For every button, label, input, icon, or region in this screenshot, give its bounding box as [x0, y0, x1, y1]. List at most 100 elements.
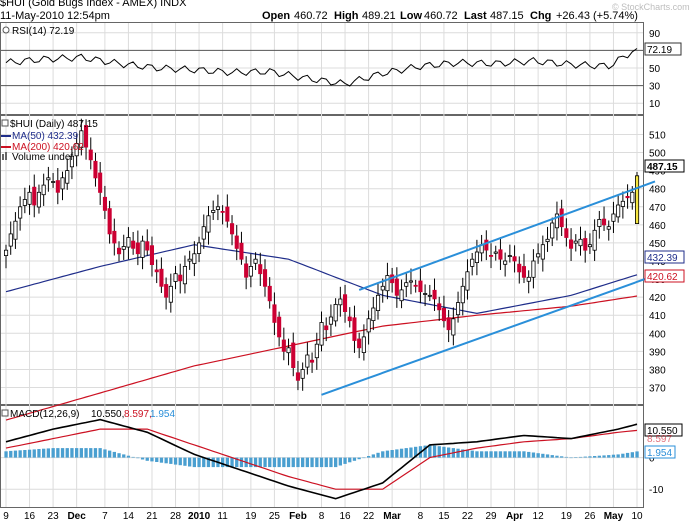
- candle-body: [192, 253, 197, 264]
- candle-body: [507, 255, 512, 258]
- ma200-value-label: 420.62: [647, 272, 678, 283]
- x-tick-label: 10: [631, 511, 643, 522]
- macd-histogram-bar: [324, 457, 328, 468]
- ma50-line: [5, 244, 638, 315]
- macd-histogram-bar: [32, 449, 36, 458]
- candle-body: [418, 280, 423, 293]
- macd-histogram-bar: [249, 457, 253, 468]
- channel-line: [358, 180, 656, 291]
- x-tick-label: 29: [485, 511, 497, 522]
- macd-histogram-bar: [291, 457, 295, 468]
- candle-body: [4, 249, 9, 256]
- rsi-value-tag: 72.19: [644, 42, 682, 56]
- macd-histogram-bar: [545, 454, 550, 458]
- price-tick-label: 500: [649, 149, 666, 160]
- chart-date: 11-May-2010 12:54pm: [0, 10, 110, 22]
- macd-histogram-bar: [98, 448, 102, 458]
- candle-body: [300, 369, 305, 379]
- macd-histogram-bar: [263, 457, 267, 468]
- candle-body: [583, 238, 588, 251]
- candle-body: [554, 213, 559, 229]
- macd-histogram-bar: [343, 457, 347, 464]
- macd-histogram-bar: [512, 451, 517, 458]
- price-tick-label: 370: [649, 384, 666, 395]
- candle-body: [65, 170, 70, 184]
- macd-legend-macd: 10.550,: [91, 409, 124, 420]
- candle-body: [399, 289, 404, 302]
- macd-histogram-bar: [84, 448, 88, 458]
- macd-histogram-bar: [108, 450, 112, 458]
- candle-body: [248, 265, 253, 277]
- macd-histogram-bar: [437, 446, 441, 458]
- candle-body: [164, 284, 169, 298]
- macd-histogram-bar: [338, 457, 342, 466]
- x-tick-label: 28: [170, 511, 182, 522]
- candle-body: [32, 186, 37, 206]
- candle-body: [441, 307, 446, 322]
- macd-histogram-bar: [319, 457, 324, 468]
- macd-histogram-bar: [465, 450, 470, 458]
- candle-body: [215, 206, 221, 210]
- candle-body: [145, 241, 150, 251]
- open-value: 460.72: [294, 10, 328, 22]
- macd-histogram-bar: [206, 457, 211, 468]
- x-tick-label: 19: [245, 511, 257, 522]
- macd-histogram-bar: [75, 448, 79, 458]
- price-tick-label: 400: [649, 329, 666, 340]
- x-tick-label: Mar: [383, 511, 401, 522]
- candle-body: [597, 218, 602, 227]
- macd-histogram-bar: [268, 457, 272, 468]
- macd-histogram-bar: [541, 453, 545, 458]
- macd-histogram-bar: [630, 452, 634, 458]
- candle-body: [470, 258, 475, 267]
- candle-body: [338, 298, 343, 306]
- macd-histogram-bar: [456, 448, 460, 458]
- macd-histogram-bar: [89, 448, 93, 458]
- candle-body: [635, 175, 640, 225]
- x-tick-label: Feb: [289, 511, 307, 522]
- macd-histogram-bar: [145, 457, 149, 461]
- low-label: Low: [400, 10, 422, 22]
- candle-body: [319, 322, 324, 346]
- high-label: High: [334, 10, 359, 22]
- candle-body: [592, 229, 597, 251]
- candle-body: [536, 253, 541, 258]
- price-tick-label: 460: [649, 221, 666, 232]
- macd-histogram-bar: [461, 449, 465, 458]
- candle-body: [13, 220, 18, 240]
- macd-histogram-bar: [178, 457, 182, 466]
- candle-body: [488, 254, 494, 257]
- candle-body: [69, 155, 75, 168]
- candle-body: [27, 191, 32, 205]
- macd-histogram-bar: [126, 455, 131, 458]
- candle-body: [79, 130, 84, 149]
- candle-body: [225, 206, 230, 222]
- candle-body: [474, 251, 479, 264]
- macd-histogram-bar: [225, 457, 229, 468]
- macd-tick-label: 0: [649, 454, 655, 465]
- macd-histogram-bar: [593, 456, 597, 458]
- ma50-value-label: 432.39: [647, 253, 678, 264]
- macd-histogram-bar: [140, 457, 145, 460]
- macd-histogram-bar: [376, 452, 380, 458]
- candle-body: [606, 226, 611, 230]
- price-last-tag: 487.15: [644, 159, 685, 173]
- x-tick-label: 25: [269, 511, 281, 522]
- x-tick-label: 9: [3, 511, 9, 522]
- price-tick-label: 480: [649, 185, 666, 196]
- channel-line: [321, 274, 656, 396]
- open-label: Open: [262, 10, 290, 22]
- candle-body: [620, 200, 625, 207]
- candle-body: [272, 304, 277, 323]
- macd-histogram-bar: [18, 450, 22, 458]
- macd-histogram-bar: [13, 450, 18, 458]
- price-last-label: 487.15: [647, 162, 678, 173]
- macd-histogram-bar: [310, 457, 314, 468]
- rsi-tick-label: 50: [649, 64, 661, 75]
- candle-body: [521, 266, 526, 278]
- candle-body: [51, 181, 56, 183]
- hist-value-label: 1.954: [647, 448, 672, 459]
- candle-body: [234, 235, 239, 249]
- macd-histogram-bar: [390, 450, 394, 458]
